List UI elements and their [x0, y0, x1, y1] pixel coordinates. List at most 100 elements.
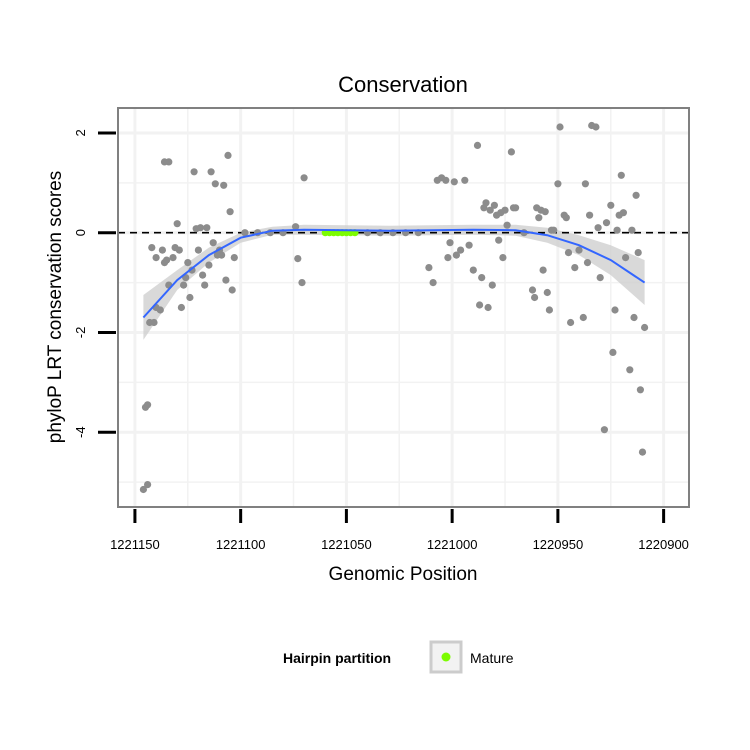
- data-point-95: [562, 214, 570, 222]
- data-point-63: [473, 141, 482, 149]
- chart-title: Conservation: [338, 72, 468, 97]
- data-point-115: [617, 171, 625, 179]
- data-point-55: [446, 239, 454, 247]
- data-point-119: [628, 226, 636, 234]
- data-point-102: [583, 259, 592, 267]
- data-point-125: [641, 323, 649, 332]
- data-point-3: [144, 401, 152, 409]
- data-point-112: [611, 306, 619, 314]
- data-point-111: [609, 348, 617, 356]
- data-point-47: [294, 255, 302, 263]
- smooth-line-layer: [142, 228, 646, 319]
- data-point-121: [632, 191, 640, 199]
- data-point-35: [209, 239, 217, 247]
- data-point-28: [194, 246, 202, 254]
- x-axis: 1221150 1221100 1221050 1221000 1220950 12209…: [110, 509, 689, 552]
- y-tick-label-3: -4: [73, 426, 88, 438]
- data-point-65: [478, 274, 486, 282]
- data-point-82: [531, 293, 539, 302]
- data-point-44: [228, 286, 236, 294]
- data-point-23: [184, 259, 192, 267]
- data-point-93: [556, 123, 564, 131]
- data-point-33: [205, 261, 213, 269]
- data-point-42: [224, 151, 232, 159]
- data-point-51: [429, 279, 437, 287]
- legend-label-mature: Mature: [470, 650, 514, 666]
- data-point-45: [230, 254, 238, 262]
- data-point-91: [550, 226, 558, 234]
- data-point-89: [545, 306, 554, 314]
- y-tick-label-0: 2: [73, 129, 88, 136]
- data-point-97: [567, 318, 575, 327]
- data-point-1: [144, 481, 152, 489]
- data-point-92: [554, 180, 562, 188]
- data-point-46: [292, 223, 300, 231]
- data-point-64: [476, 301, 484, 309]
- data-point-61: [465, 241, 473, 249]
- data-point-101: [581, 180, 590, 188]
- data-point-59: [457, 246, 465, 254]
- data-point-99: [575, 246, 583, 254]
- data-point-77: [503, 221, 511, 229]
- x-tick-label-3: 1221000: [427, 537, 478, 552]
- data-point-32: [203, 224, 211, 232]
- legend-title: Hairpin partition: [283, 650, 391, 666]
- data-point-118: [626, 366, 634, 374]
- data-point-36: [211, 180, 219, 188]
- x-tick-label-1: 1221100: [216, 537, 266, 552]
- data-point-71: [490, 201, 498, 209]
- x-tick-label-2: 1221050: [321, 537, 372, 552]
- x-tick-label-0: 1221150: [110, 537, 160, 552]
- data-point-30: [199, 271, 207, 279]
- data-point-87: [541, 208, 549, 216]
- y-tick-label-2: -2: [73, 327, 88, 339]
- data-point-78: [507, 148, 515, 156]
- data-point-124: [638, 448, 647, 456]
- data-point-56: [450, 178, 458, 186]
- data-point-67: [482, 199, 490, 207]
- data-point-98: [571, 264, 579, 272]
- data-point-50: [425, 264, 433, 272]
- data-point-73: [495, 236, 503, 244]
- data-point-15: [165, 158, 173, 166]
- smooth-line: [142, 228, 646, 319]
- data-point-120: [630, 313, 638, 322]
- data-point-106: [594, 224, 602, 232]
- data-point-12: [163, 256, 171, 264]
- data-point-105: [592, 123, 600, 131]
- data-point-88: [543, 288, 551, 297]
- data-point-34: [207, 168, 215, 176]
- data-point-60: [461, 176, 469, 184]
- data-point-10: [158, 246, 166, 254]
- data-point-24: [186, 293, 194, 302]
- data-point-43: [226, 208, 234, 216]
- y-axis-title: phyloP LRT conservation scores: [45, 171, 66, 444]
- data-point-75: [499, 254, 507, 262]
- data-point-113: [613, 226, 621, 234]
- data-point-70: [488, 281, 496, 289]
- data-point-9: [152, 254, 160, 262]
- data-point-86: [539, 266, 547, 274]
- x-tick-label-4: 1220950: [533, 537, 584, 552]
- data-point-39: [218, 251, 226, 259]
- data-point-108: [600, 426, 609, 434]
- data-point-0: [139, 485, 147, 494]
- data-point-69: [486, 206, 494, 214]
- y-axis: 2 0 -2 -4: [73, 129, 116, 438]
- data-point-81: [528, 286, 537, 294]
- data-point-7: [156, 306, 164, 314]
- data-point-29: [196, 224, 205, 232]
- data-point-68: [484, 303, 492, 312]
- data-point-48: [298, 279, 306, 287]
- y-tick-label-1: 0: [73, 229, 88, 236]
- data-point-25: [188, 266, 196, 274]
- data-point-54: [442, 176, 450, 184]
- data-point-117: [622, 254, 630, 262]
- data-point-31: [201, 281, 209, 289]
- data-point-107: [596, 274, 604, 282]
- data-point-116: [619, 209, 628, 217]
- data-point-84: [535, 214, 543, 222]
- data-point-122: [634, 249, 642, 257]
- data-point-21: [180, 281, 188, 289]
